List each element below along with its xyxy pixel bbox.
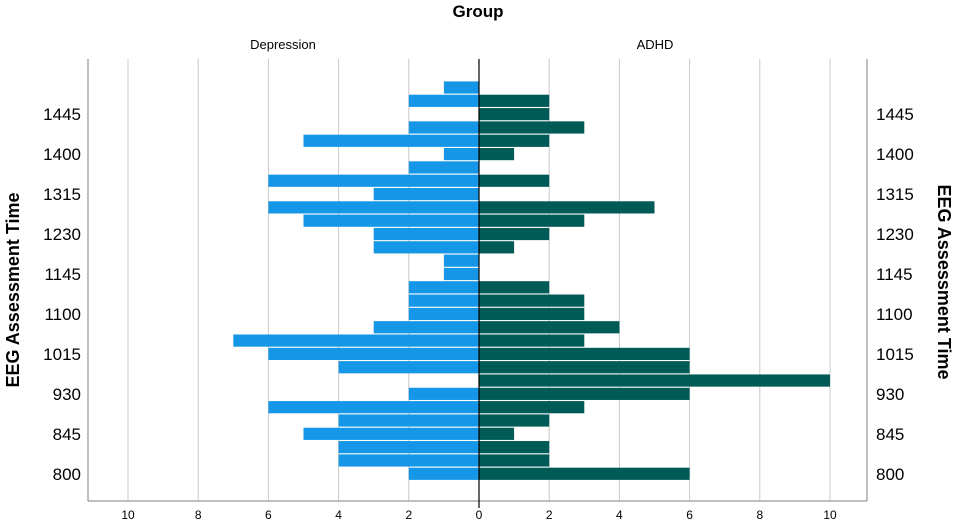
bar-adhd-1215 — [479, 241, 515, 254]
bar-depression-900 — [338, 414, 479, 427]
bar-adhd-830 — [479, 441, 550, 454]
y-tick-label-right: 1145 — [876, 265, 913, 284]
bar-depression-1300 — [268, 201, 479, 214]
bar-depression-1200 — [443, 254, 479, 267]
x-tick-label: 8 — [756, 508, 763, 522]
bar-depression-1430 — [408, 121, 479, 134]
panel-label-depression: Depression — [250, 37, 316, 52]
y-tick-label-left: 1445 — [43, 105, 81, 124]
bar-adhd-1130 — [479, 281, 550, 294]
bar-depression-1030 — [233, 334, 479, 347]
bar-adhd-1415 — [479, 134, 550, 147]
bar-adhd-1430 — [479, 121, 585, 134]
bar-depression-1145 — [443, 267, 479, 281]
bar-adhd-900 — [479, 414, 550, 427]
bar-adhd-1000 — [479, 361, 690, 374]
bar-adhd-1115 — [479, 294, 585, 307]
chart-title: Group — [453, 2, 504, 21]
bar-depression-930 — [408, 387, 479, 400]
y-tick-label-left: 1315 — [43, 185, 81, 204]
y-tick-label-left: 1145 — [44, 265, 81, 284]
bar-depression-1245 — [303, 214, 479, 227]
x-tick-label: 2 — [546, 508, 553, 522]
y-tick-label-right: 1015 — [876, 345, 914, 364]
bar-adhd-945 — [479, 374, 830, 387]
y-tick-label-left: 930 — [53, 385, 81, 404]
y-tick-label-left: 1100 — [44, 305, 81, 324]
x-tick-label: 8 — [195, 508, 202, 522]
y-tick-label-right: 1230 — [876, 225, 914, 244]
y-tick-label-right: 845 — [876, 425, 904, 444]
y-tick-label-left: 800 — [53, 465, 81, 484]
y-tick-labels: 1445 1445 1400 1400 1315 1315 1230 1230 1145 1145… — [43, 105, 914, 484]
y-tick-label-right: 1315 — [876, 185, 914, 204]
y-tick-label-right: 1445 — [876, 105, 914, 124]
bar-depression-1000 — [338, 361, 479, 374]
bar-depression-1330 — [268, 174, 479, 187]
bar-depression-1215 — [373, 241, 479, 254]
y-tick-label-right: 1100 — [876, 305, 913, 324]
x-tick-label: 4 — [616, 508, 623, 522]
bar-depression-915 — [268, 401, 479, 414]
bar-adhd-1445 — [479, 108, 550, 121]
x-tick-label: 2 — [405, 508, 412, 522]
bar-depression-1515 — [443, 81, 479, 94]
y-tick-label-left: 1015 — [43, 345, 81, 364]
bar-adhd-1500 — [479, 94, 550, 107]
x-tick-label: 6 — [265, 508, 272, 522]
x-tick-label: 10 — [823, 508, 837, 522]
bar-adhd-1230 — [479, 227, 550, 241]
bar-depression-1015 — [268, 347, 479, 360]
x-tick-labels: 10 8 6 4 2 0 2 4 6 8 10 — [121, 508, 837, 522]
bar-depression-815 — [338, 454, 479, 467]
bar-depression-800 — [408, 467, 479, 480]
bar-depression-1130 — [408, 281, 479, 294]
bar-adhd-1030 — [479, 334, 585, 347]
bar-adhd-1045 — [479, 321, 620, 334]
y-tick-label-right: 930 — [876, 385, 904, 404]
bar-adhd-815 — [479, 454, 550, 467]
panel-label-adhd: ADHD — [637, 37, 674, 52]
bar-adhd-915 — [479, 401, 585, 414]
bar-adhd-845 — [479, 427, 515, 440]
bar-adhd-930 — [479, 387, 690, 400]
bar-depression-1100 — [408, 307, 479, 321]
bar-adhd-1300 — [479, 201, 655, 214]
x-tick-label: 0 — [476, 508, 483, 522]
bar-depression-1315 — [373, 187, 479, 201]
y-tick-label-right: 800 — [876, 465, 904, 484]
x-tick-label: 6 — [686, 508, 693, 522]
bar-depression-1045 — [373, 321, 479, 334]
y-tick-label-left: 1230 — [43, 225, 81, 244]
bar-adhd-1245 — [479, 214, 585, 227]
bar-depression-1415 — [303, 134, 479, 147]
y-tick-label-left: 1400 — [43, 145, 81, 164]
bar-adhd-1100 — [479, 307, 585, 321]
bar-depression-1345 — [408, 161, 479, 174]
bar-depression-1400 — [443, 148, 479, 161]
bar-depression-1115 — [408, 294, 479, 307]
bar-depression-830 — [338, 441, 479, 454]
y-axis-label-left: EEG Assessment Time — [3, 192, 23, 387]
bar-adhd-1400 — [479, 148, 515, 161]
bar-depression-1500 — [408, 94, 479, 107]
bar-depression-1230 — [373, 227, 479, 241]
bars — [233, 81, 830, 480]
bar-depression-845 — [303, 427, 479, 440]
y-axis-label-right: EEG Assessment Time — [934, 184, 954, 379]
y-tick-label-right: 1400 — [876, 145, 914, 164]
bar-adhd-1330 — [479, 174, 550, 187]
x-tick-label: 10 — [121, 508, 135, 522]
x-tick-label: 4 — [335, 508, 342, 522]
bar-adhd-1015 — [479, 347, 690, 360]
y-tick-label-left: 845 — [53, 425, 81, 444]
bar-adhd-800 — [479, 467, 690, 480]
